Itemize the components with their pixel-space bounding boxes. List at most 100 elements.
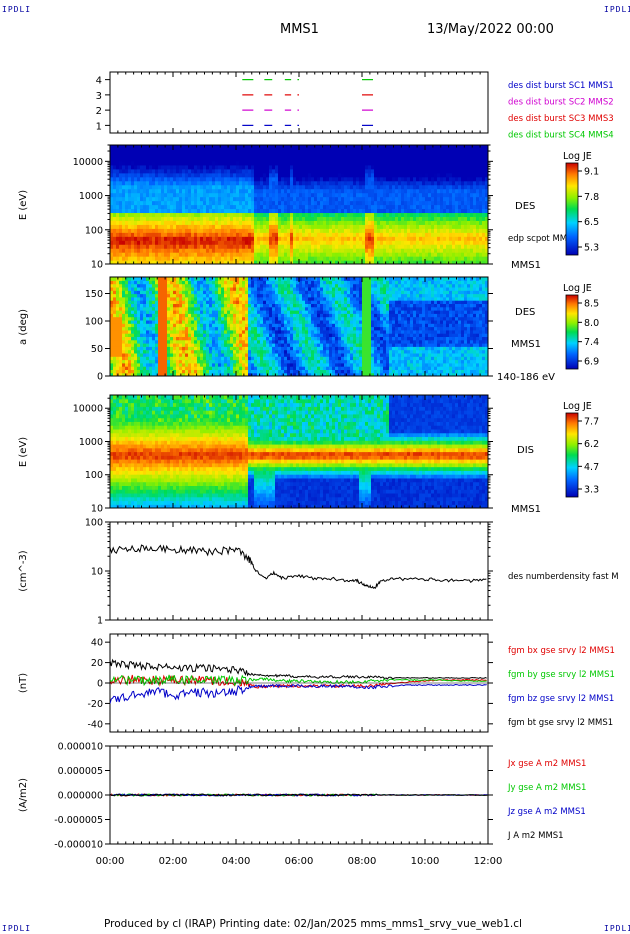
des-spectrogram-cell (197, 224, 201, 229)
des-spectrogram-cell (425, 160, 429, 166)
pitch-angle-cell (131, 286, 135, 291)
des-spectrogram-cell (176, 220, 180, 225)
des-spectrogram-cell (341, 224, 345, 229)
des-spectrogram-cell (152, 148, 156, 154)
des-spectrogram-cell (383, 212, 387, 217)
des-spectrogram-cell (167, 168, 171, 174)
des-spectrogram-cell (449, 216, 453, 221)
des-spectrogram-cell (173, 200, 177, 206)
des-spectrogram-cell (326, 248, 330, 253)
des-spectrogram-cell (125, 196, 129, 202)
des-spectrogram-cell (266, 240, 270, 245)
pitch-angle-cell (176, 300, 180, 304)
des-spectrogram-cell (407, 156, 411, 162)
pitch-angle-cell (194, 349, 198, 354)
des-spectrogram-cell (206, 180, 210, 186)
pitch-angle-cell (125, 280, 129, 285)
des-spectrogram-cell (248, 145, 252, 150)
des-spectrogram-cell (347, 220, 351, 225)
des-spectrogram-cell (353, 180, 357, 186)
des-spectrogram-cell (125, 216, 129, 221)
des-spectrogram-cell (170, 188, 174, 194)
des-spectrogram-cell (260, 216, 264, 221)
des-spectrogram-cell (260, 172, 264, 178)
des-spectrogram-cell (368, 192, 372, 198)
des-spectrogram-cell (239, 164, 243, 170)
des-spectrogram-cell (452, 248, 456, 253)
des-spectrogram-cell (161, 252, 165, 257)
des-spectrogram-cell (176, 240, 180, 245)
pitch-angle-cell (158, 300, 162, 304)
des-spectrogram-cell (389, 160, 393, 166)
des-spectrogram-cell (302, 240, 306, 245)
des-spectrogram-cell (308, 164, 312, 170)
des-spectrogram-cell (314, 236, 318, 241)
pitch-angle-cell (137, 277, 141, 281)
des-spectrogram-cell (482, 220, 486, 225)
des-spectrogram-cell (287, 160, 291, 166)
des-spectrogram-cell (458, 220, 462, 225)
des-spectrogram-ytick-label: 10 (91, 260, 103, 271)
des-spectrogram-cell (200, 156, 204, 162)
des-spectrogram-cell (131, 160, 135, 166)
des-spectrogram-cell (398, 236, 402, 241)
des-spectrogram-cell (158, 208, 162, 214)
des-spectrogram-cell (191, 260, 195, 264)
pitch-angle-cell (128, 310, 132, 314)
des-spectrogram-cell (161, 176, 165, 182)
des-spectrogram-cell (383, 252, 387, 257)
des-spectrogram-cell (311, 212, 315, 217)
des-spectrogram-cell (398, 212, 402, 217)
des-spectrogram-cell (470, 232, 474, 237)
des-spectrogram-cell (398, 145, 402, 150)
des-spectrogram-cell (437, 148, 441, 154)
des-spectrogram-cell (155, 164, 159, 170)
pitch-angle-cell (158, 313, 162, 318)
des-spectrogram-cell (425, 156, 429, 162)
des-spectrogram-cell (389, 176, 393, 182)
pitch-angle-cell (161, 310, 165, 314)
pitch-angle-cell (113, 313, 117, 318)
des-spectrogram-cell (293, 228, 297, 233)
des-spectrogram-cell (218, 244, 222, 249)
des-spectrogram-cell (236, 192, 240, 198)
des-spectrogram-cell (335, 216, 339, 221)
pitch-angle-cell (134, 359, 138, 364)
des-spectrogram-cell (353, 156, 357, 162)
des-spectrogram-cell (455, 240, 459, 245)
des-spectrogram-cell (455, 192, 459, 198)
des-spectrogram-cell (266, 176, 270, 182)
pitch-angle-cell (191, 366, 195, 370)
des-spectrogram-cell (296, 252, 300, 257)
pitch-angle-cell (164, 346, 168, 351)
des-spectrogram-cell (365, 160, 369, 166)
des-spectrogram-cell (452, 156, 456, 162)
des-spectrogram-cell (323, 204, 327, 210)
des-spectrogram-cell (173, 164, 177, 170)
des-spectrogram-cell (239, 228, 243, 233)
pitch-angle-cell (170, 313, 174, 318)
des-spectrogram-cell (326, 152, 330, 158)
des-spectrogram-cell (428, 156, 432, 162)
des-spectrogram-cell (356, 188, 360, 194)
des-spectrogram-cell (227, 216, 231, 221)
des-spectrogram-cell (209, 240, 213, 245)
des-spectrogram-cell (461, 220, 465, 225)
des-spectrogram-cell (197, 176, 201, 182)
des-spectrogram-cell (290, 216, 294, 221)
des-spectrogram-cell (254, 168, 258, 174)
des-spectrogram-cell (251, 232, 255, 237)
des-spectrogram-cell (278, 192, 282, 198)
pitch-angle-cell (149, 303, 153, 308)
des-spectrogram-cell (212, 232, 216, 237)
des-spectrogram-cell (410, 212, 414, 217)
des-spectrogram-cell (479, 252, 483, 257)
des-spectrogram-cell (308, 204, 312, 210)
des-spectrogram-cell (146, 236, 150, 241)
des-spectrogram-cell (197, 172, 201, 178)
des-spectrogram-cell (449, 196, 453, 202)
des-spectrogram-cell (212, 200, 216, 206)
des-spectrogram-cell (377, 172, 381, 178)
des-spectrogram-cell (443, 256, 447, 261)
des-spectrogram-cell (170, 256, 174, 261)
